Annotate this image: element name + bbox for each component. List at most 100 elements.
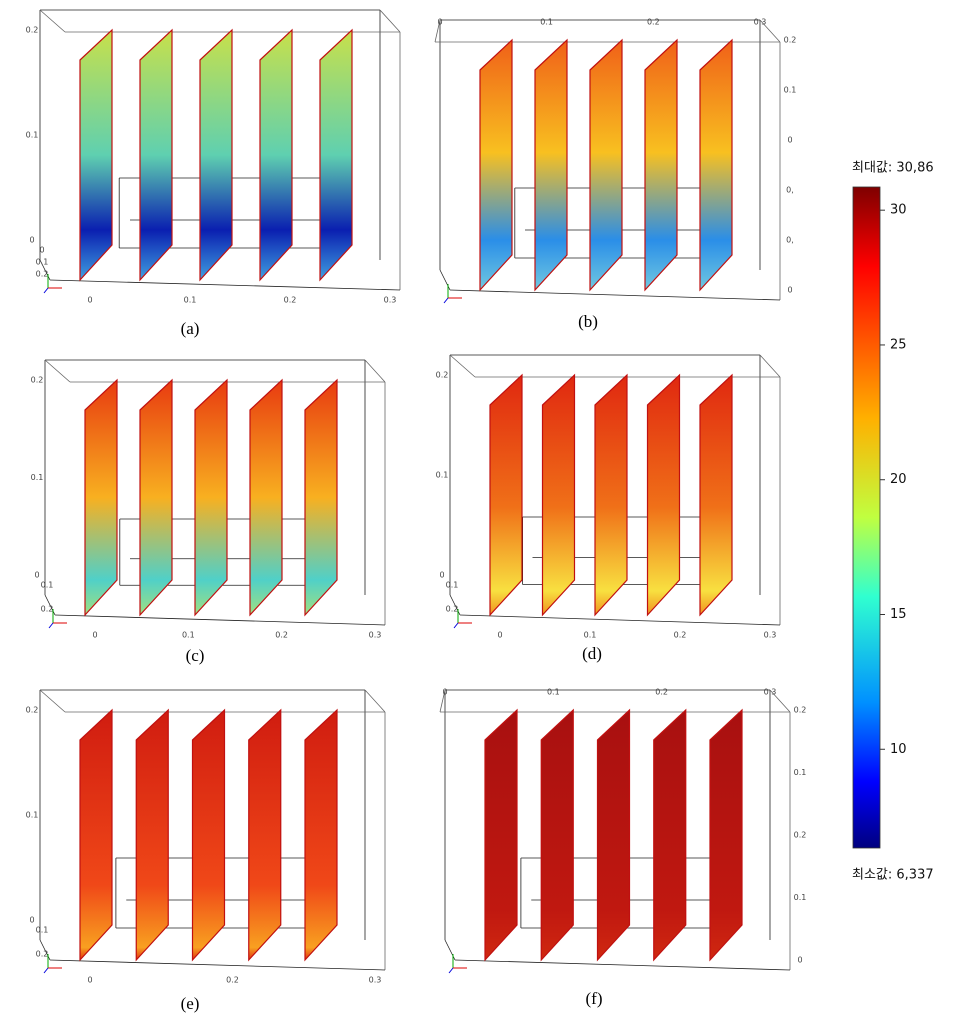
tick-label: 0 xyxy=(437,18,442,27)
tick-label: 0.1 xyxy=(540,18,553,27)
caption: (e) xyxy=(181,994,200,1013)
colorbar-tick-label: 20 xyxy=(890,472,907,487)
tick-label: 0.1 xyxy=(26,131,39,140)
slice xyxy=(596,708,631,962)
tick-label: 0.1 xyxy=(784,86,797,95)
tick-label: 0.1 xyxy=(584,631,597,640)
tick-label: 0.2 xyxy=(226,976,239,985)
box-edge xyxy=(759,354,781,378)
slice xyxy=(139,28,173,282)
tick-label: 0 xyxy=(39,246,44,255)
box-edge xyxy=(364,689,386,713)
tick-label: 0 xyxy=(92,631,97,640)
caption: (b) xyxy=(578,312,598,331)
box-edge xyxy=(49,279,401,291)
slice xyxy=(199,28,233,282)
tick-label: 0.3 xyxy=(764,688,777,697)
colorbar-min: 최소값: 6,337 xyxy=(852,868,934,883)
slice xyxy=(699,38,733,292)
tick-label: 0.2 xyxy=(36,950,49,959)
tick-label: 0.3 xyxy=(384,296,397,305)
tick-label: 0.3 xyxy=(369,976,382,985)
box-edge xyxy=(379,9,401,33)
slice xyxy=(135,708,169,962)
colorbar-tick-label: 15 xyxy=(890,607,907,622)
slice xyxy=(699,373,733,617)
box-edge xyxy=(364,359,386,383)
box-edge xyxy=(449,289,781,301)
box-edge xyxy=(54,614,386,626)
tick-label: 0 xyxy=(787,286,792,295)
slice xyxy=(479,38,513,292)
slice xyxy=(191,708,226,962)
colorbar xyxy=(852,186,881,849)
tick-label: 0.2 xyxy=(647,18,660,27)
slice xyxy=(594,373,628,617)
colorbar-tick-label: 10 xyxy=(890,742,907,757)
box-edge xyxy=(39,689,66,713)
tick-label: 0, xyxy=(786,186,794,195)
slice xyxy=(259,28,293,282)
tick-label: 0.1 xyxy=(436,471,449,480)
tick-label: 0.2 xyxy=(794,831,807,840)
box-edge xyxy=(449,354,476,378)
slice xyxy=(249,378,283,617)
box-edge xyxy=(49,959,386,971)
slice xyxy=(534,38,568,292)
tick-label: 0.2 xyxy=(784,36,797,45)
tick-label: 0.3 xyxy=(754,18,767,27)
slice xyxy=(484,708,518,962)
box-edge xyxy=(39,9,66,33)
axis-triad xyxy=(43,287,49,294)
tick-label: 0.1 xyxy=(182,631,195,640)
slice xyxy=(304,378,338,617)
slice xyxy=(84,378,118,617)
slice xyxy=(489,373,523,617)
caption: (d) xyxy=(582,644,602,663)
axis-triad xyxy=(443,297,449,304)
tick-label: 0 xyxy=(87,976,92,985)
tick-label: 0.2 xyxy=(436,371,449,380)
tick-label: 0 xyxy=(442,688,447,697)
tick-label: 0 xyxy=(29,916,34,925)
box-edge xyxy=(439,689,446,713)
tick-label: 0.2 xyxy=(41,605,54,614)
tick-label: 0.1 xyxy=(446,581,459,590)
slice xyxy=(589,38,623,292)
box-edge xyxy=(759,19,781,43)
slice xyxy=(653,708,687,962)
box-edge xyxy=(769,689,791,713)
tick-label: 0 xyxy=(439,571,444,580)
tick-label: 0.2 xyxy=(794,706,807,715)
tick-label: 0.2 xyxy=(284,296,297,305)
tick-label: 0.2 xyxy=(31,376,44,385)
tick-label: 0.2 xyxy=(26,26,39,35)
tick-label: 0 xyxy=(34,571,39,580)
tick-label: 0.1 xyxy=(31,473,44,482)
box-edge xyxy=(459,614,781,626)
slice xyxy=(646,373,681,617)
tick-label: 0.1 xyxy=(794,893,807,902)
caption: (a) xyxy=(181,319,200,338)
tick-label: 0.2 xyxy=(26,706,39,715)
colorbar-tick-label: 30 xyxy=(890,203,907,218)
tick-label: 0.1 xyxy=(26,811,39,820)
slice xyxy=(541,373,576,617)
slice xyxy=(709,708,743,962)
tick-label: 0.1 xyxy=(36,258,49,267)
tick-label: 0.2 xyxy=(275,631,288,640)
slice xyxy=(139,378,173,617)
tick-label: 0 xyxy=(87,296,92,305)
tick-label: 0.1 xyxy=(794,768,807,777)
tick-label: 0.3 xyxy=(764,631,777,640)
tick-label: 0.2 xyxy=(674,631,687,640)
slice xyxy=(644,38,678,292)
slice xyxy=(540,708,574,962)
tick-label: 0, xyxy=(786,236,794,245)
slice xyxy=(248,708,282,962)
slice xyxy=(304,708,338,962)
tick-label: 0.1 xyxy=(41,581,54,590)
tick-label: 0.1 xyxy=(184,296,197,305)
colorbar-tick-label: 25 xyxy=(890,337,907,352)
